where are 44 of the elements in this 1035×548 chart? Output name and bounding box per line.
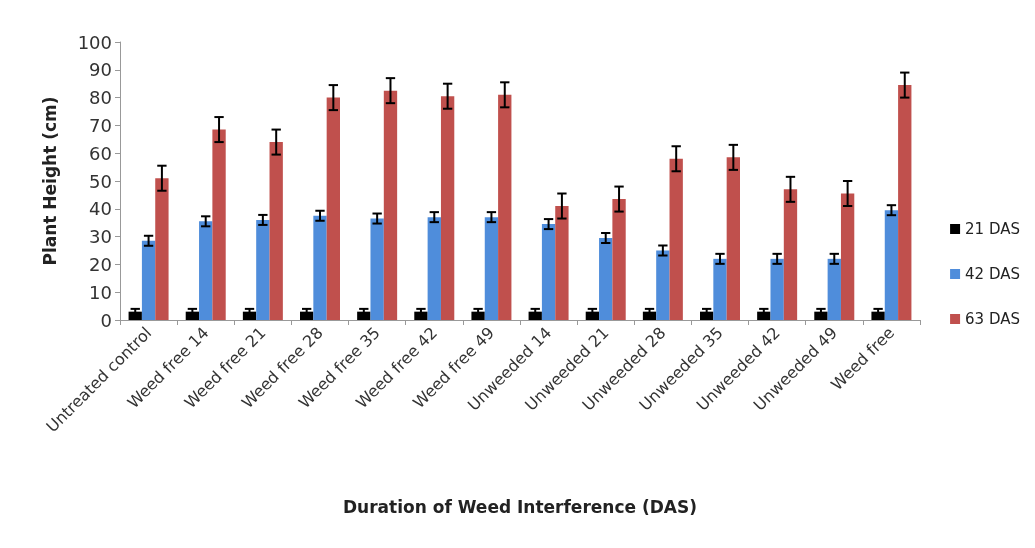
bar [669,158,683,320]
bar [555,206,569,320]
y-axis-title: Plant Height (cm) [39,96,60,266]
bar [541,224,556,320]
bar [599,237,613,320]
bar [427,217,441,320]
bar [440,96,455,320]
bar [212,129,226,320]
bar [770,258,784,320]
legend-label: 21 DAS [965,220,1021,238]
y-tick-label: 80 [89,87,112,109]
bar [484,217,499,320]
y-tick-label: 0 [100,309,112,331]
y-tick-label: 70 [89,114,112,136]
x-axis-title: Duration of Weed Interference (DAS) [343,496,697,517]
bar [898,85,912,320]
bar [256,219,270,320]
bar [269,142,283,320]
bar [783,189,798,320]
bar [656,250,670,320]
y-tick-label: 90 [89,59,112,81]
y-tick-label: 20 [89,253,112,275]
y-tick-label: 10 [89,281,112,303]
bar [498,94,512,320]
bar [155,178,169,320]
bar [840,193,855,320]
bar [383,90,398,320]
bar [612,199,626,320]
legend-label: 63 DAS [965,310,1021,328]
bar [326,97,340,320]
bar [313,215,327,320]
bar [370,218,384,320]
y-tick-label: 100 [77,31,112,53]
bar [713,258,727,320]
y-tick-label: 40 [89,198,112,220]
bar [827,258,841,320]
bar [199,221,213,320]
y-tick-label: 60 [89,142,112,164]
bar [141,240,156,320]
bar [726,157,740,320]
y-tick-label: 50 [89,170,112,192]
legend-label: 42 DAS [965,265,1021,283]
bar [884,210,899,320]
y-tick-label: 30 [89,226,112,248]
